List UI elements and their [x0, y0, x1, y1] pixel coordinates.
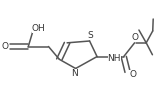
Text: O: O: [132, 33, 139, 42]
Text: N: N: [71, 69, 78, 78]
Text: S: S: [87, 31, 93, 40]
Text: O: O: [2, 42, 8, 51]
Text: OH: OH: [32, 24, 45, 33]
Text: NH: NH: [108, 54, 121, 63]
Text: O: O: [129, 70, 136, 79]
